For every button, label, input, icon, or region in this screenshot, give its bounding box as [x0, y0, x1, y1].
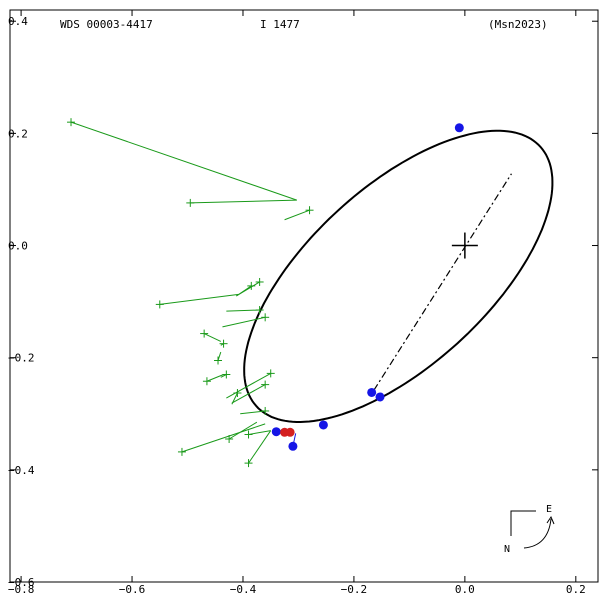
y-tick-label: −0.6 [8, 576, 35, 589]
compass-east-label: E [546, 504, 552, 515]
speckle-point [375, 392, 385, 402]
y-tick-label: −0.2 [8, 352, 35, 365]
micrometer-residual-line [206, 374, 224, 382]
x-tick-label: 0.2 [566, 583, 586, 596]
speckle-point [367, 387, 377, 397]
speckle-point [454, 123, 464, 133]
micrometer-residual-line [228, 421, 258, 440]
micrometer-residual-line [248, 430, 271, 436]
x-tick-label: −0.6 [119, 583, 146, 596]
axis-ticks: −0.8 −0.6 −0.4 −0.2 0.0 0.2−0.6−0.4−0.20.00.2… [8, 10, 598, 596]
micrometer-residual-line [240, 410, 266, 415]
measures-layer [67, 118, 464, 468]
micrometer-residual-line [159, 293, 239, 305]
micrometer-residual-line [236, 281, 260, 297]
x-tick-label: −0.4 [230, 583, 257, 596]
compass-axes [510, 510, 536, 536]
x-tick-label: 0.0 [455, 583, 475, 596]
compass-arrow-head [546, 515, 555, 525]
speckle-point [288, 441, 298, 451]
micrometer-residual-line [203, 333, 222, 342]
y-tick-label: 0.0 [8, 240, 28, 253]
speckle-point [271, 427, 281, 437]
micrometer-residual-line [190, 199, 297, 204]
micrometer-residual-line [181, 423, 266, 453]
micrometer-residual-line [284, 209, 310, 221]
compass-north-label: N [504, 544, 510, 555]
micrometer-residual-line [231, 392, 238, 405]
compass-rose: E N [504, 504, 555, 555]
micrometer-residual-line [231, 384, 266, 404]
header-reference: (Msn2023) [488, 18, 548, 31]
y-tick-label: 0.2 [8, 127, 28, 140]
y-tick-label: −0.4 [8, 464, 35, 477]
micrometer-residual-line [70, 121, 297, 201]
orbit-ellipse [243, 129, 554, 423]
plot-frame [9, 9, 599, 583]
micrometer-residual-line [222, 316, 266, 328]
x-tick-label: −0.2 [341, 583, 368, 596]
orbit-layer [243, 129, 554, 423]
micrometer-residual-line [248, 430, 272, 464]
recent-point [285, 427, 295, 437]
line-of-nodes [373, 173, 512, 391]
header-discoverer: I 1477 [260, 18, 300, 31]
speckle-point [318, 420, 328, 430]
y-tick-label: 0.4 [8, 15, 28, 28]
micrometer-residual-line [226, 309, 260, 312]
micrometer-residual-line [226, 372, 271, 399]
header-wds-id: WDS 00003-4417 [60, 18, 153, 31]
compass-arrow [523, 518, 552, 549]
x-tick-label: −0.8 [8, 583, 35, 596]
